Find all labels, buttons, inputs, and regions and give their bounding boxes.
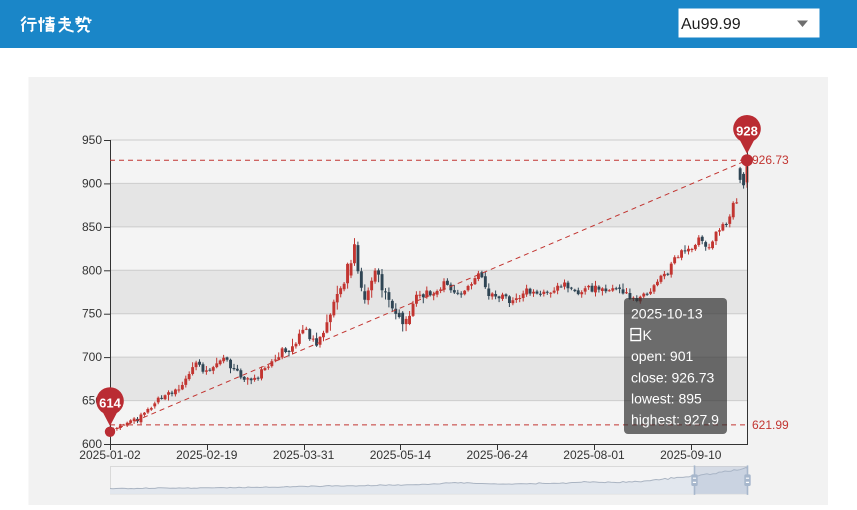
svg-text:2025-02-19: 2025-02-19 (176, 448, 238, 462)
svg-text:2025-03-31: 2025-03-31 (273, 448, 335, 462)
svg-text:700: 700 (82, 350, 102, 364)
svg-text:highest: 927.9: highest: 927.9 (631, 412, 719, 428)
svg-text:2025-06-24: 2025-06-24 (467, 448, 529, 462)
svg-text:2025-09-10: 2025-09-10 (660, 448, 722, 462)
svg-text:900: 900 (82, 176, 102, 190)
svg-text:614: 614 (99, 396, 121, 411)
svg-text:lowest: 895: lowest: 895 (631, 391, 702, 407)
svg-text:2025-10-13: 2025-10-13 (631, 306, 703, 322)
svg-text:621.99: 621.99 (752, 418, 789, 432)
svg-text:928: 928 (736, 123, 758, 138)
svg-text:close: 926.73: close: 926.73 (631, 369, 714, 385)
svg-text:850: 850 (82, 220, 102, 234)
svg-text:Au99.99: Au99.99 (681, 16, 741, 33)
svg-text:750: 750 (82, 307, 102, 321)
svg-text:950: 950 (82, 133, 102, 147)
svg-text:2025-01-02: 2025-01-02 (79, 448, 141, 462)
svg-text:K: K (643, 327, 653, 343)
svg-text:open: 901: open: 901 (631, 348, 693, 364)
svg-text:926.73: 926.73 (752, 153, 789, 167)
svg-text:800: 800 (82, 263, 102, 277)
svg-text:600: 600 (82, 437, 102, 451)
svg-text:2025-05-14: 2025-05-14 (370, 448, 432, 462)
svg-text:2025-08-01: 2025-08-01 (563, 448, 625, 462)
